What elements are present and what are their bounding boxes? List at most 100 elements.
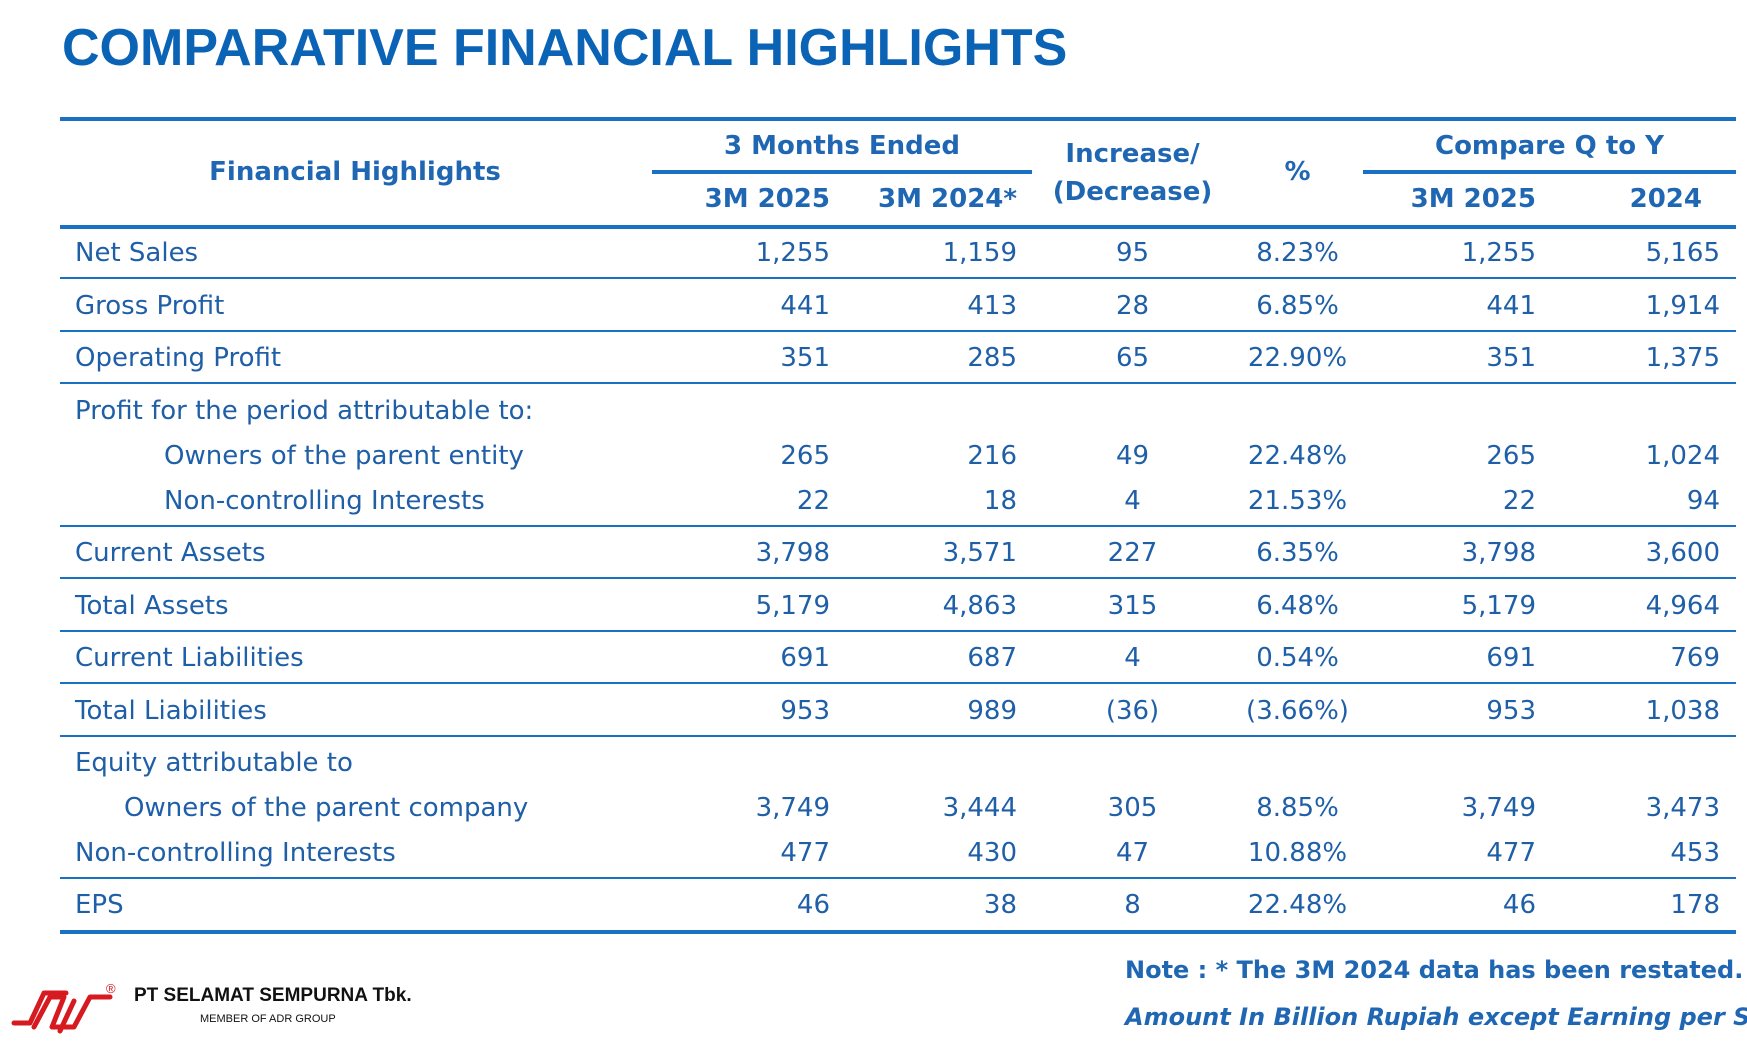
header-q-3m-2025: 3M 2025 (1410, 184, 1536, 214)
row-value-col5: 3,798 (1461, 538, 1536, 568)
row-value-col5: 46 (1502, 890, 1536, 920)
months-ended-underline (652, 170, 1032, 174)
row-value-col6: 4,964 (1645, 591, 1720, 621)
row-value-col3: 49 (1115, 441, 1150, 471)
row-value-col1: 441 (780, 291, 830, 321)
row-label: Net Sales (75, 238, 199, 268)
row-label: Current Assets (75, 538, 266, 568)
row-value-col6: 1,038 (1645, 696, 1720, 726)
amount-note: Amount In Billion Rupiah except Earning … (1125, 1003, 1747, 1031)
row-value-col1: 3,798 (755, 538, 830, 568)
row-value-col6: 1,024 (1645, 441, 1720, 471)
row-value-col5: 477 (1486, 838, 1536, 868)
row-value-col4: 8.23% (1256, 238, 1339, 268)
row-value-col4: 8.85% (1256, 793, 1339, 823)
page-title: COMPARATIVE FINANCIAL HIGHLIGHTS (62, 19, 1068, 77)
compare-underline (1363, 170, 1736, 174)
company-logo-icon (11, 990, 113, 1034)
row-value-col4: 6.35% (1256, 538, 1339, 568)
row-value-col4: 6.85% (1256, 291, 1339, 321)
row-divider (60, 630, 1736, 632)
restated-note: Note : * The 3M 2024 data has been resta… (1125, 956, 1744, 984)
row-value-col4: 0.54% (1256, 643, 1339, 673)
row-value-col4: 6.48% (1256, 591, 1339, 621)
table-bottom-rule (60, 930, 1736, 934)
header-three-months-ended: 3 Months Ended (724, 131, 960, 161)
row-value-col1: 22 (796, 486, 830, 516)
row-value-col3: 227 (1107, 538, 1158, 568)
row-value-col5: 691 (1486, 643, 1536, 673)
row-value-col6: 3,600 (1645, 538, 1720, 568)
row-value-col1: 46 (796, 890, 830, 920)
row-divider (60, 735, 1736, 737)
row-value-col1: 953 (780, 696, 830, 726)
row-value-col4: 22.48% (1247, 890, 1348, 920)
row-value-col4: (3.66%) (1246, 696, 1349, 726)
row-value-col5: 3,749 (1461, 793, 1536, 823)
row-value-col2: 216 (967, 441, 1017, 471)
row-value-col2: 38 (983, 890, 1017, 920)
row-label: Equity attributable to (75, 748, 353, 778)
row-value-col5: 441 (1486, 291, 1536, 321)
row-value-col6: 94 (1686, 486, 1720, 516)
registered-mark: ® (106, 981, 116, 996)
row-divider (60, 330, 1736, 332)
company-name-text: PT SELAMAT SEMPURNA Tbk. (134, 985, 412, 1006)
row-value-col5: 22 (1502, 486, 1536, 516)
row-value-col2: 3,571 (942, 538, 1017, 568)
header-financial-highlights: Financial Highlights (209, 157, 501, 187)
row-label: Operating Profit (75, 343, 282, 373)
header-increase: Increase/ (1065, 139, 1200, 169)
row-value-col6: 3,473 (1645, 793, 1720, 823)
row-value-col6: 178 (1670, 890, 1720, 920)
row-label: Owners of the parent entity (164, 441, 524, 471)
header-3m-2025: 3M 2025 (704, 184, 830, 214)
row-value-col6: 5,165 (1645, 238, 1720, 268)
row-divider (60, 382, 1736, 384)
row-value-col1: 351 (780, 343, 830, 373)
company-member: MEMBER OF ADR GROUP (200, 1013, 336, 1025)
row-value-col3: 305 (1107, 793, 1158, 823)
row-value-col3: 8 (1124, 890, 1141, 920)
row-value-col3: 4 (1124, 486, 1141, 516)
header-3m-2024: 3M 2024* (878, 184, 1017, 214)
header-percent: % (1284, 157, 1311, 187)
row-value-col5: 1,255 (1461, 238, 1536, 268)
row-value-col4: 10.88% (1247, 838, 1348, 868)
row-value-col4: 21.53% (1247, 486, 1348, 516)
row-label: EPS (75, 890, 124, 920)
row-value-col4: 22.90% (1247, 343, 1348, 373)
table-top-rule (60, 117, 1736, 121)
row-value-col1: 5,179 (755, 591, 830, 621)
row-value-col5: 5,179 (1461, 591, 1536, 621)
row-divider (60, 877, 1736, 879)
row-label: Owners of the parent company (124, 793, 529, 823)
row-value-col1: 265 (780, 441, 830, 471)
row-value-col1: 691 (780, 643, 830, 673)
row-value-col6: 769 (1670, 643, 1720, 673)
header-q-2024: 2024 (1629, 184, 1702, 214)
row-value-col4: 22.48% (1247, 441, 1348, 471)
row-value-col5: 953 (1486, 696, 1536, 726)
row-value-col5: 265 (1486, 441, 1536, 471)
row-label: Profit for the period attributable to: (75, 396, 534, 426)
row-value-col3: 95 (1115, 238, 1150, 268)
row-label: Current Liabilities (75, 643, 304, 673)
row-label: Non-controlling Interests (75, 838, 396, 868)
row-value-col1: 1,255 (755, 238, 830, 268)
row-value-col2: 989 (967, 696, 1017, 726)
row-value-col3: 28 (1115, 291, 1150, 321)
row-label: Non-controlling Interests (164, 486, 485, 516)
row-value-col5: 351 (1486, 343, 1536, 373)
row-value-col2: 413 (967, 291, 1017, 321)
row-divider (60, 277, 1736, 279)
row-value-col2: 4,863 (942, 591, 1017, 621)
row-value-col3: 47 (1115, 838, 1150, 868)
row-value-col2: 18 (983, 486, 1017, 516)
header-compare-q-to-y: Compare Q to Y (1434, 131, 1665, 161)
row-value-col3: 4 (1124, 643, 1141, 673)
row-divider (60, 682, 1736, 684)
row-value-col2: 285 (967, 343, 1017, 373)
row-value-col1: 3,749 (755, 793, 830, 823)
row-value-col1: 477 (780, 838, 830, 868)
